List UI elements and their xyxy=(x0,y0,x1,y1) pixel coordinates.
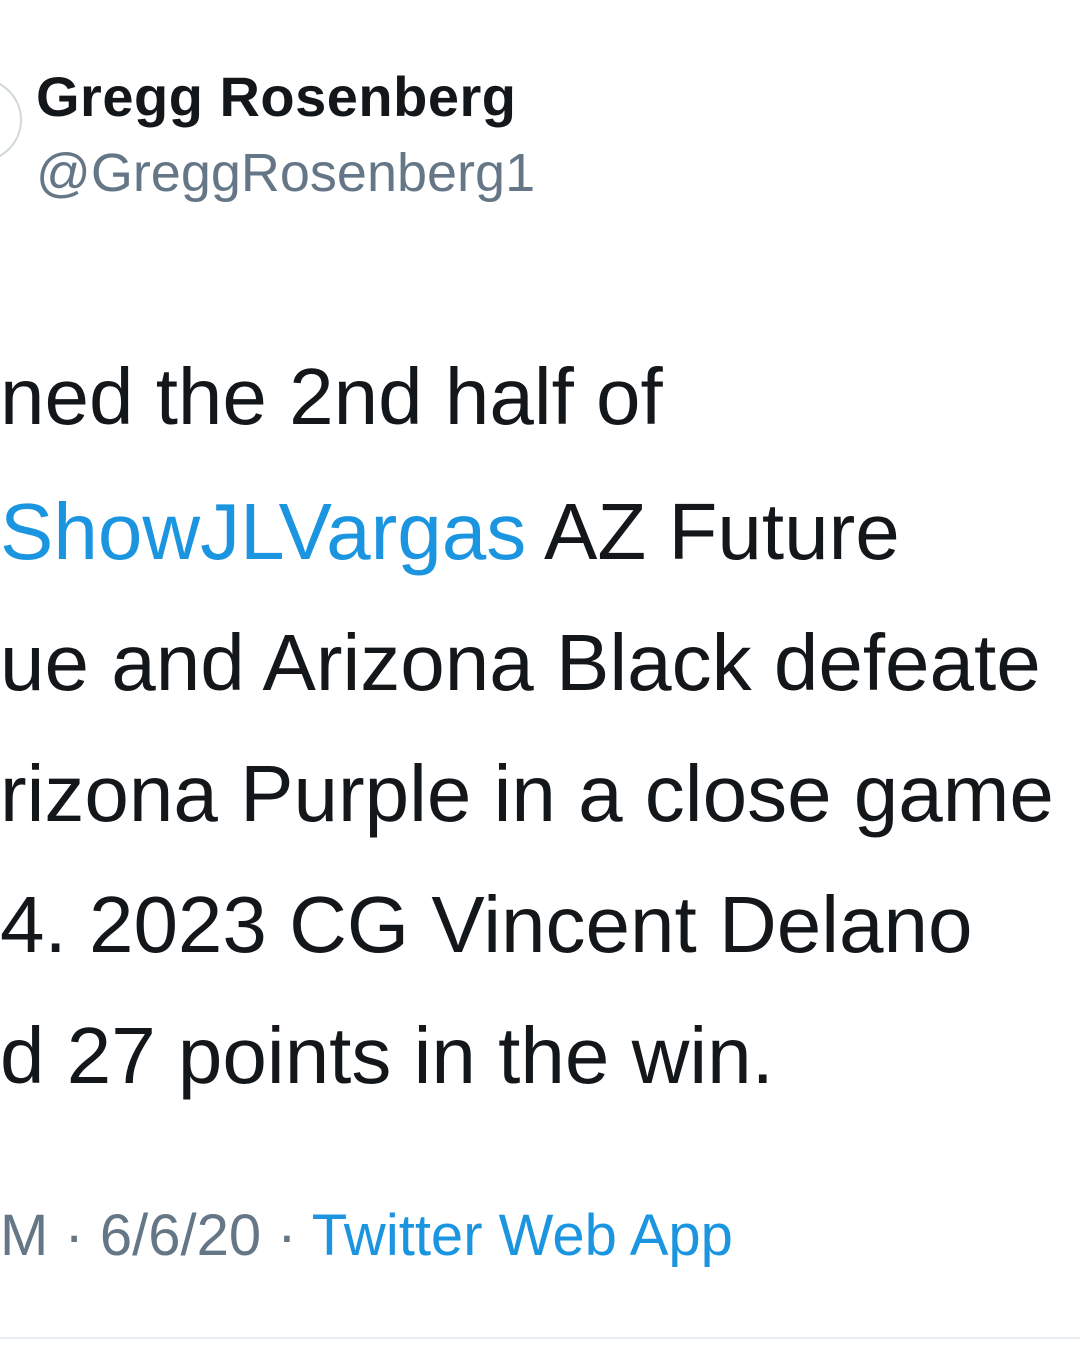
source-link[interactable]: Twitter Web App xyxy=(311,1203,733,1268)
author-handle[interactable]: @GreggRosenberg1 xyxy=(36,143,536,203)
avatar[interactable] xyxy=(0,78,22,162)
tweet-date[interactable]: 6/6/20 xyxy=(99,1203,262,1268)
tweet-line: d 27 points in the win. xyxy=(0,1011,774,1100)
meta-separator: · xyxy=(277,1203,297,1268)
tweet-line-text: AZ Future xyxy=(526,487,900,576)
tweet-line: rizona Purple in a close game xyxy=(0,749,1054,838)
tweet-line: ned the 2nd half of xyxy=(0,352,663,441)
divider xyxy=(0,1337,1080,1339)
tweet-line: ue and Arizona Black defeate xyxy=(0,618,1041,707)
meta-separator: · xyxy=(64,1203,84,1268)
tweet-line: 4. 2023 CG Vincent Delano xyxy=(0,880,973,969)
mention-link[interactable]: ShowJLVargas xyxy=(0,487,527,576)
tweet-line: ShowJLVargas AZ Future xyxy=(0,487,900,577)
tweet-meta: M · 6/6/20 · Twitter Web App xyxy=(0,1196,733,1276)
author-name[interactable]: Gregg Rosenberg xyxy=(36,65,517,128)
tweet-time[interactable]: M xyxy=(0,1203,49,1268)
